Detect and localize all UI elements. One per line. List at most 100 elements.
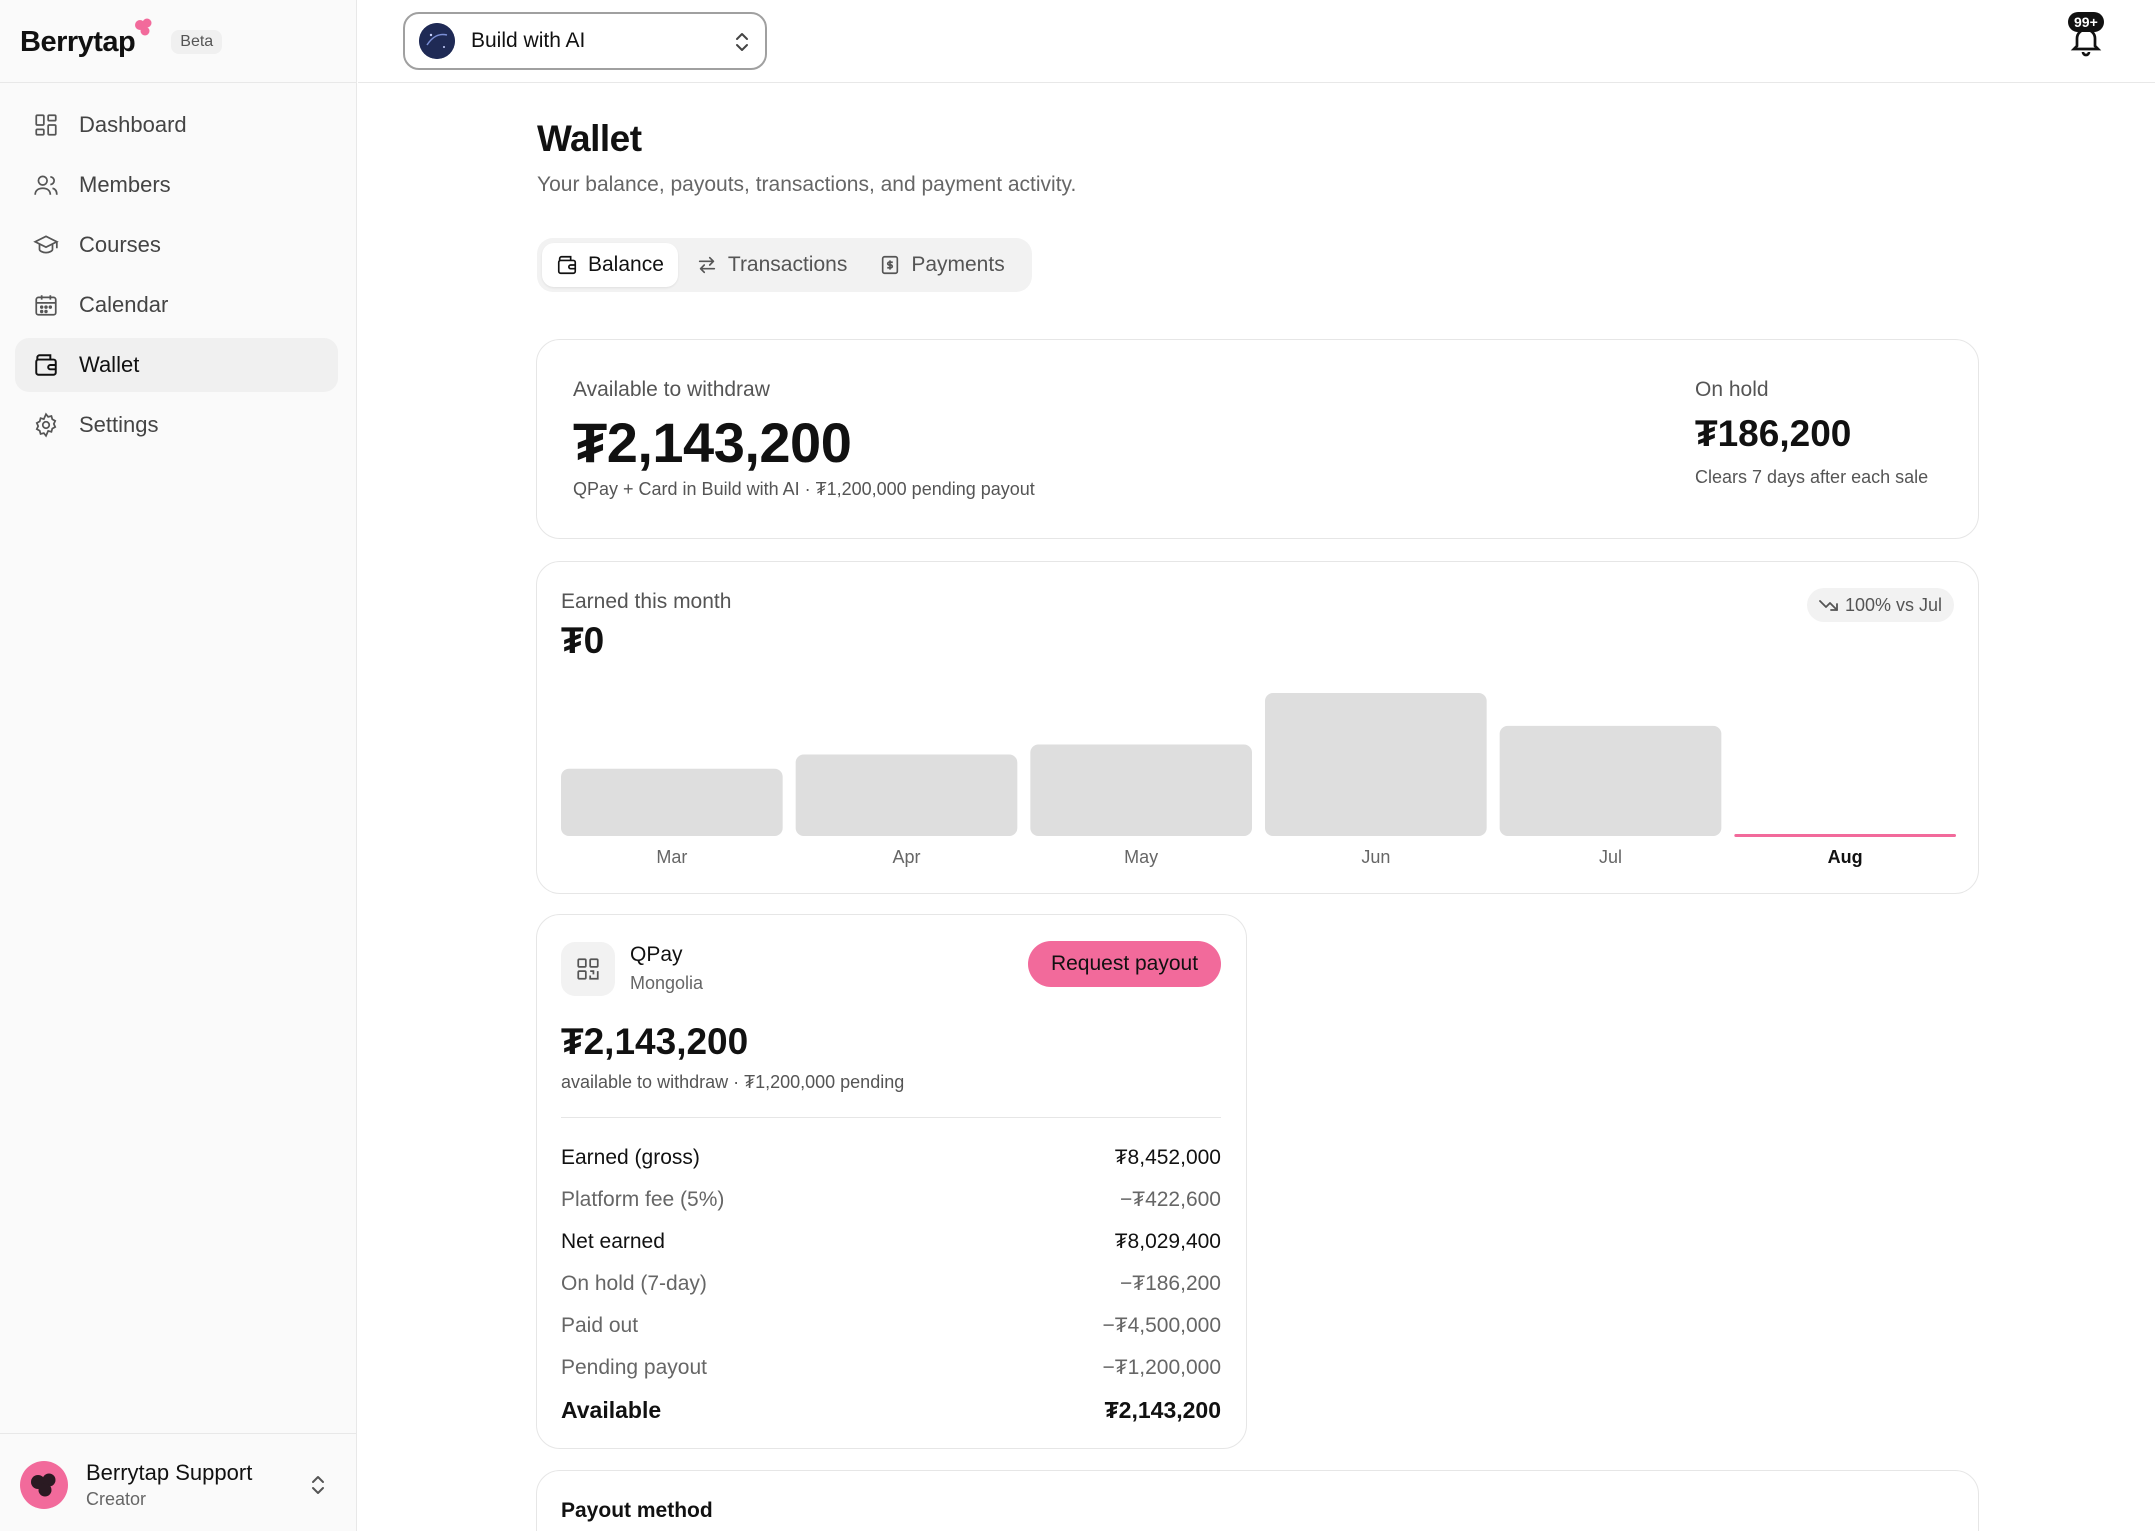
- breakdown-row-gross: Earned (gross) ₮8,452,000: [561, 1137, 1221, 1179]
- divider: [561, 1117, 1221, 1118]
- row-label: Paid out: [561, 1314, 639, 1337]
- qpay-available-amount: ₮2,143,200: [561, 1021, 749, 1062]
- breakdown-row-net: Net earned ₮8,029,400: [561, 1221, 1221, 1263]
- dashboard-icon: [35, 114, 57, 136]
- row-value: −₮186,200: [1119, 1272, 1221, 1295]
- tab-transactions[interactable]: Transactions: [682, 243, 861, 287]
- sidebar: Berrytap Beta Dashboard Members: [0, 0, 357, 1531]
- breakdown-row-fee: Platform fee (5%) −₮422,600: [561, 1179, 1221, 1221]
- gear-icon: [35, 412, 57, 438]
- user-info: Berrytap Support Creator: [86, 1460, 252, 1510]
- tab-balance[interactable]: Balance: [542, 243, 678, 287]
- tab-bar: Balance Transactions Payments: [537, 238, 1032, 292]
- sidebar-item-members[interactable]: Members: [15, 158, 338, 212]
- chevron-up-down-icon: [312, 1476, 324, 1494]
- x-tick-label-may: May: [1124, 847, 1158, 867]
- tab-label: Payments: [911, 253, 1005, 276]
- bar-jul: [1499, 725, 1722, 836]
- members-icon: [34, 175, 58, 195]
- tab-payments[interactable]: Payments: [865, 243, 1018, 287]
- bar-jun: [1265, 693, 1487, 836]
- hold-amount: ₮186,200: [1695, 413, 1852, 454]
- sidebar-item-settings[interactable]: Settings: [15, 398, 338, 452]
- sidebar-item-label: Calendar: [79, 292, 169, 317]
- sidebar-item-label: Settings: [79, 412, 159, 437]
- payment-provider-country: Mongolia: [630, 973, 704, 993]
- available-label: Available to withdraw: [573, 378, 770, 401]
- row-label: On hold (7-day): [561, 1272, 707, 1295]
- bar-mar: [561, 768, 783, 836]
- calendar-icon: [35, 295, 57, 316]
- sidebar-item-wallet[interactable]: Wallet: [15, 338, 338, 392]
- user-name: Berrytap Support: [86, 1460, 253, 1485]
- chevron-up-down-icon: [736, 33, 748, 51]
- row-label: Earned (gross): [561, 1146, 700, 1169]
- available-amount: ₮2,143,200: [573, 411, 852, 474]
- row-label: Pending payout: [561, 1356, 707, 1379]
- brand-logo[interactable]: Berrytap Beta: [20, 18, 223, 64]
- row-label: Available: [561, 1396, 662, 1423]
- row-value: −₮4,500,000: [1102, 1314, 1221, 1337]
- sidebar-item-label: Dashboard: [79, 112, 187, 137]
- tab-label: Balance: [588, 253, 664, 276]
- payment-provider-name: QPay: [630, 943, 683, 966]
- swap-icon: [698, 256, 716, 274]
- divider: [0, 1433, 357, 1434]
- x-tick-label-mar: Mar: [656, 847, 687, 867]
- project-name: Build with AI: [471, 29, 586, 52]
- payout-method-title: Payout method: [561, 1499, 713, 1522]
- brand-name: Berrytap: [20, 25, 136, 58]
- berry-logo-icon: [31, 1473, 56, 1497]
- earnings-bar-chart: Mar Apr May Jun Jul Aug: [561, 693, 1956, 867]
- row-value: −₮422,600: [1119, 1188, 1221, 1211]
- receipt-icon: [882, 255, 899, 275]
- earned-label: Earned this month: [561, 590, 732, 613]
- bar-aug: [1734, 834, 1956, 837]
- bar-apr: [795, 754, 1018, 836]
- trend-text: 100% vs Jul: [1844, 594, 1942, 615]
- row-label: Platform fee (5%): [561, 1188, 725, 1211]
- avatar: [20, 1461, 68, 1509]
- sidebar-item-label: Members: [79, 172, 171, 197]
- balance-card: Available to withdraw ₮2,143,200 QPay + …: [536, 339, 1979, 539]
- breakdown-list: Earned (gross) ₮8,452,000 Platform fee (…: [561, 1137, 1221, 1431]
- sidebar-item-calendar[interactable]: Calendar: [15, 278, 338, 332]
- available-note: QPay + Card in Build with AI · ₮1,200,00…: [573, 479, 1035, 499]
- project-image-icon: [419, 23, 455, 59]
- hold-label: On hold: [1695, 378, 1769, 401]
- tab-label: Transactions: [727, 253, 848, 276]
- user-menu[interactable]: Berrytap Support Creator: [20, 1458, 338, 1512]
- project-selector[interactable]: Build with AI: [403, 12, 767, 70]
- page-title: Wallet: [537, 118, 642, 159]
- row-value: −₮1,200,000: [1102, 1356, 1221, 1379]
- topbar: Build with AI 99+: [358, 0, 2155, 83]
- row-value: ₮8,452,000: [1114, 1146, 1221, 1169]
- row-value: ₮2,143,200: [1104, 1396, 1221, 1423]
- hold-note: Clears 7 days after each sale: [1695, 467, 1929, 487]
- user-role: Creator: [86, 1489, 147, 1509]
- sidebar-item-label: Courses: [79, 232, 161, 257]
- x-tick-label-apr: Apr: [892, 847, 920, 867]
- divider: [0, 82, 357, 83]
- request-payout-button[interactable]: Request payout: [1028, 941, 1221, 987]
- row-label: Net earned: [561, 1230, 665, 1253]
- breakdown-row-hold: On hold (7-day) −₮186,200: [561, 1263, 1221, 1305]
- page-subtitle: Your balance, payouts, transactions, and…: [537, 173, 1077, 196]
- project-avatar: [419, 23, 455, 59]
- x-tick-label-jul: Jul: [1599, 847, 1622, 867]
- earnings-chart-card: Mar Apr May Jun Jul Aug Earned this month ₮0 …: [536, 561, 1979, 894]
- bar-may: [1030, 744, 1252, 836]
- sidebar-item-dashboard[interactable]: Dashboard: [15, 98, 338, 152]
- qpay-card: QPay Mongolia Request payout ₮2,143,200 …: [536, 914, 1247, 1449]
- breakdown-row-paid-out: Paid out −₮4,500,000: [561, 1305, 1221, 1347]
- trend-badge: 100% vs Jul: [1806, 588, 1954, 622]
- wallet-icon: [35, 354, 57, 376]
- qpay-note: available to withdraw · ₮1,200,000 pendi…: [561, 1072, 905, 1092]
- payout-method-card: Payout method: [536, 1470, 1979, 1531]
- row-value: ₮8,029,400: [1114, 1230, 1221, 1253]
- qr-code-icon: [561, 942, 615, 996]
- x-tick-label-jun: Jun: [1361, 847, 1390, 867]
- sidebar-item-courses[interactable]: Courses: [15, 218, 338, 272]
- trend-down-icon: [1819, 600, 1838, 611]
- breakdown-row-available: Available ₮2,143,200: [561, 1389, 1221, 1431]
